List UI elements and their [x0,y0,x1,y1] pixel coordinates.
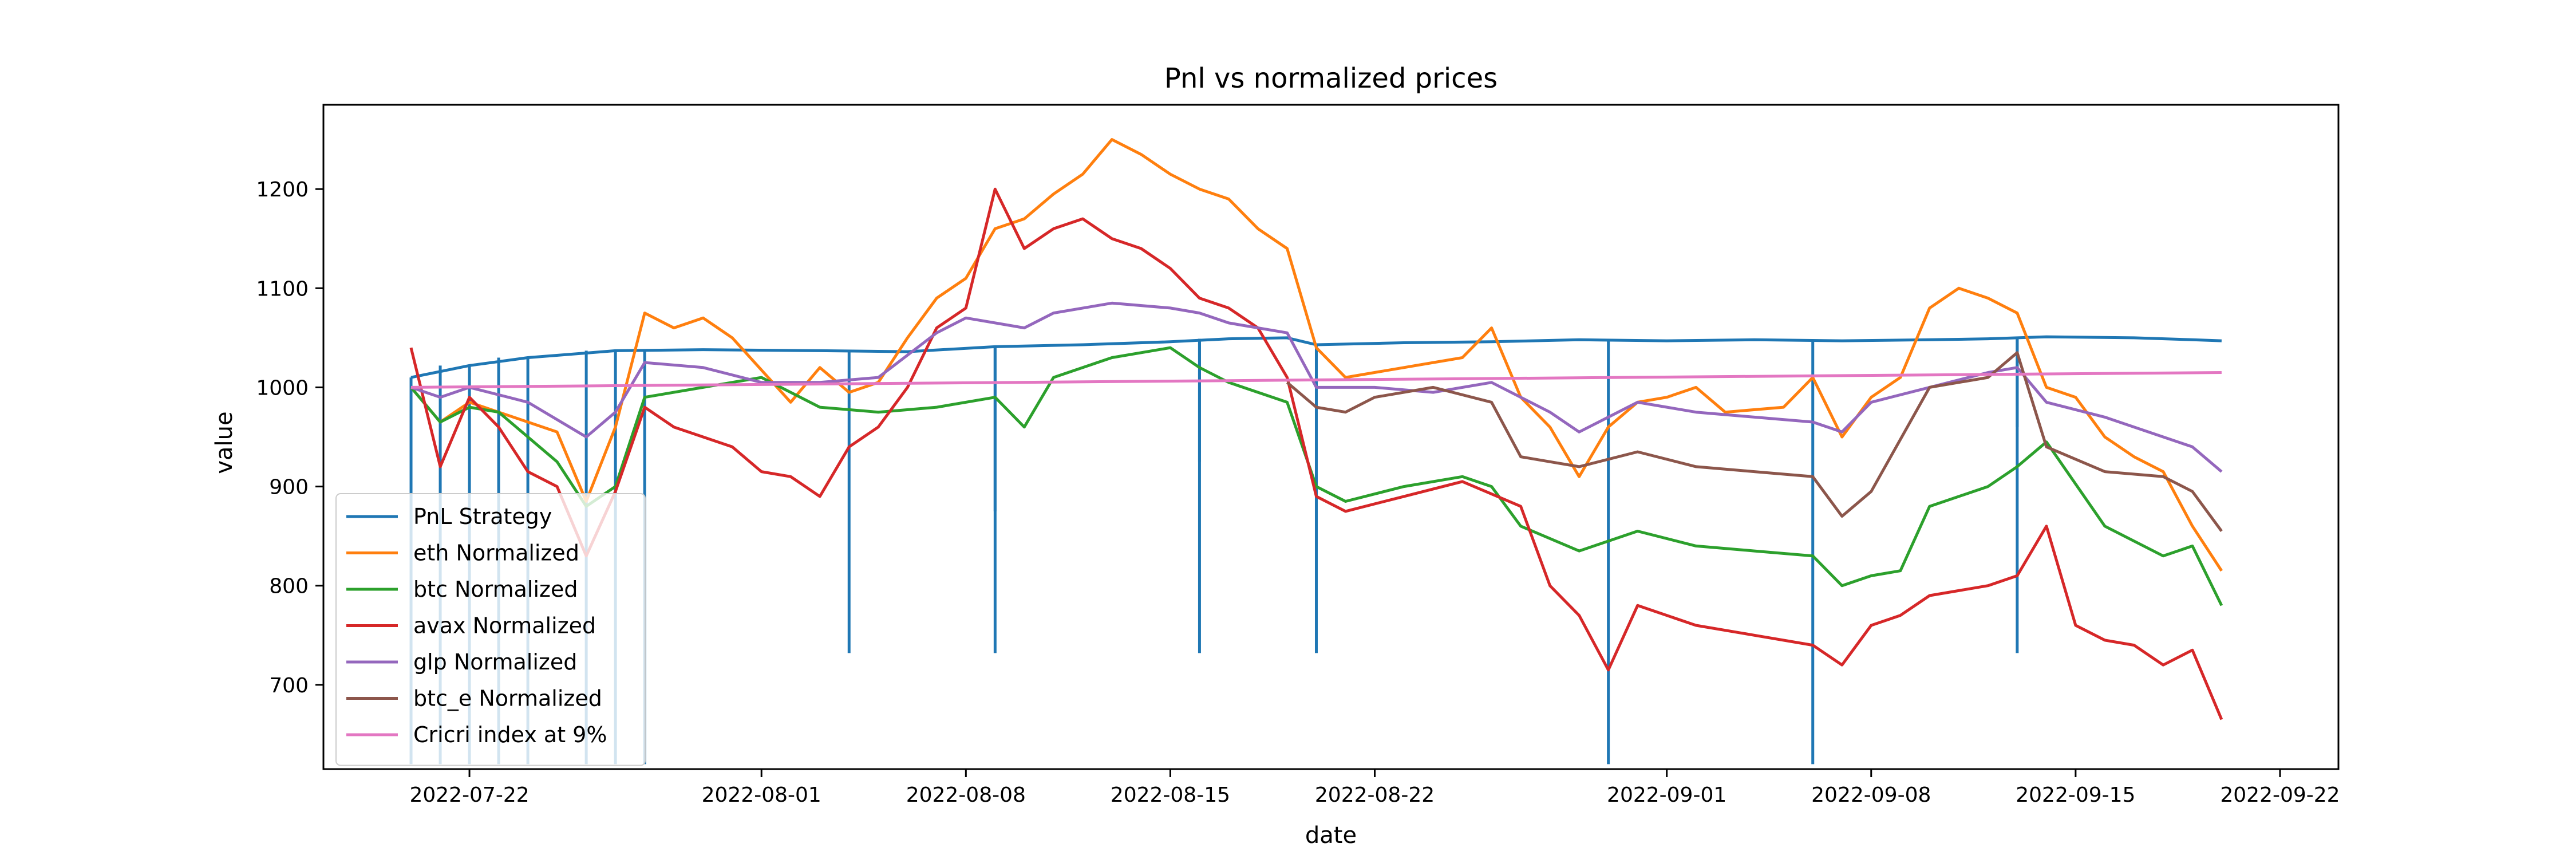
y-tick-label: 1000 [256,376,309,400]
y-axis-label: value [211,411,238,474]
series-6 [410,371,2222,389]
series-4 [410,301,2223,473]
x-tick-label: 2022-08-15 [1111,783,1230,807]
x-axis-label: date [1305,822,1357,849]
legend-item: eth Normalized [346,541,579,566]
y-tick-label: 900 [269,476,309,499]
x-tick-label: 2022-09-15 [2016,783,2135,807]
legend-label: btc_e Normalized [413,686,602,711]
series-0 [409,335,2222,765]
legend: PnL Strategy eth Normalized btc Normalized… [335,493,646,766]
series-line [410,138,2223,572]
series-5 [1286,351,2223,532]
legend-label: Cricri index at 9% [413,722,607,747]
series-2 [410,346,2223,606]
legend-label: avax Normalized [413,613,596,639]
legend-label: btc Normalized [413,577,578,602]
series-line [409,187,2223,720]
series-line [410,301,2223,473]
chart-title: Pnl vs normalized prices [1164,62,1498,94]
x-tick-label: 2022-09-01 [1607,783,1726,807]
y-axis: 700 800 900 1000 1100 1200 [256,178,323,698]
legend-item: glp Normalized [346,649,577,675]
y-tick-label: 800 [269,575,309,598]
x-axis: 2022-07-22 2022-08-01 2022-08-08 2022-08-15… [409,769,2340,807]
legend-item: Cricri index at 9% [346,722,607,747]
series-line [1286,351,2223,532]
legend-item: avax Normalized [346,613,596,639]
x-tick-label: 2022-09-08 [1811,783,1931,807]
series-line [410,371,2222,389]
x-tick-label: 2022-07-22 [409,783,529,807]
x-tick-label: 2022-08-22 [1315,783,1435,807]
legend-item: btc_e Normalized [346,686,602,711]
x-tick-label: 2022-08-08 [906,783,1026,807]
legend-label: glp Normalized [413,649,577,675]
legend-item: PnL Strategy [346,504,552,529]
axes-frame [322,104,2340,770]
series-line [410,346,2223,606]
y-tick-label: 1200 [256,178,309,202]
y-tick-label: 700 [269,674,309,698]
series-3 [409,187,2223,720]
x-tick-label: 2022-09-22 [2220,783,2340,807]
y-tick-label: 1100 [256,277,309,301]
legend-label: eth Normalized [413,541,579,566]
series-1 [410,138,2223,572]
legend-label: PnL Strategy [413,504,552,529]
plot-area [409,138,2223,765]
legend-box [335,493,646,766]
x-tick-label: 2022-08-01 [702,783,821,807]
legend-item: btc Normalized [346,577,578,602]
